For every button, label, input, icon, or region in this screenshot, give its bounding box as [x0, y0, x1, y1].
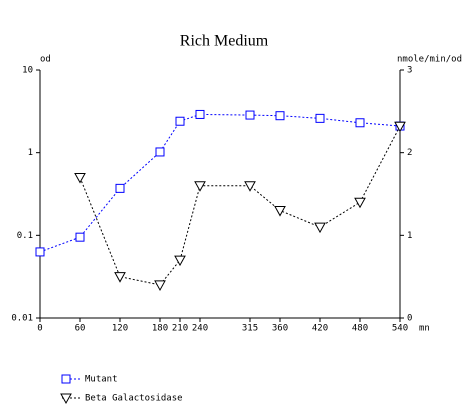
- series-line: [39, 113, 401, 253]
- y-axis-label: od: [40, 55, 51, 65]
- chart-title: Rich Medium: [180, 33, 269, 50]
- y2-tick-label: 2: [407, 148, 412, 158]
- legend-label: Beta Galactosidase: [85, 394, 183, 404]
- data-point: [275, 111, 285, 121]
- legend-marker: [60, 393, 72, 405]
- y-tick-label: 10: [22, 66, 33, 76]
- y2-tick-label: 3: [407, 66, 412, 76]
- x-tick-label: 315: [242, 324, 258, 334]
- data-point: [244, 181, 256, 192]
- y-tick-label: 0.1: [17, 231, 33, 241]
- x-tick-label: 120: [112, 324, 128, 334]
- data-point: [115, 183, 125, 193]
- data-point: [315, 113, 325, 123]
- data-point: [154, 280, 166, 291]
- y2-tick-label: 1: [407, 231, 412, 241]
- legend-label: Mutant: [85, 375, 118, 385]
- data-point: [75, 232, 85, 242]
- x-tick-label: 210: [172, 324, 188, 334]
- series-line: [79, 125, 401, 286]
- data-point: [155, 147, 165, 157]
- y2-tick-label: 0: [407, 314, 412, 324]
- data-point: [74, 172, 86, 184]
- data-point: [314, 222, 326, 234]
- data-point: [394, 121, 406, 133]
- x-tick-label: 240: [192, 324, 208, 334]
- data-point: [354, 197, 366, 209]
- x-tick-label: 540: [392, 324, 408, 334]
- x-tick-label: 480: [352, 324, 368, 334]
- data-point: [274, 206, 286, 217]
- x-tick-label: 360: [272, 324, 288, 334]
- legend-marker: [61, 374, 71, 384]
- data-point: [245, 110, 255, 120]
- data-point: [175, 116, 185, 126]
- data-point: [195, 109, 205, 119]
- x-tick-label: 420: [312, 324, 328, 334]
- data-point: [355, 118, 365, 128]
- data-point: [35, 247, 45, 257]
- y2-axis-label: nmole/min/od: [397, 55, 462, 65]
- x-axis-label: mn: [419, 324, 430, 334]
- x-tick-label: 180: [152, 324, 168, 334]
- data-point: [114, 272, 126, 283]
- data-point: [194, 181, 206, 192]
- y-tick-label: 0.01: [11, 314, 33, 324]
- data-point: [174, 255, 186, 267]
- x-tick-label: 0: [37, 324, 42, 334]
- y-tick-label: 1: [28, 148, 33, 158]
- x-tick-label: 60: [75, 324, 86, 334]
